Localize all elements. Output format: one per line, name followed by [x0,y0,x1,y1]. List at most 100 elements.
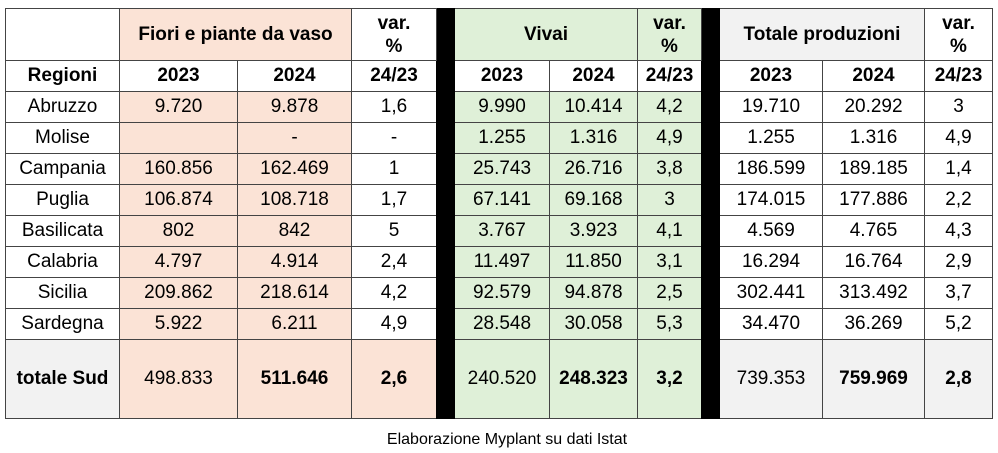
fiori-var-cell: - [351,122,437,154]
fiori-2024-cell: 6.211 [237,308,352,340]
totale-2024-cell: 189.185 [822,153,925,185]
totale-var-cell: 3,7 [924,277,993,309]
table-row: Calabria 4.797 4.914 2,4 11.497 11.850 3… [5,246,993,278]
totale-var-cell: 1,4 [924,153,993,185]
table-row: Puglia 106.874 108.718 1,7 67.141 69.168… [5,184,993,216]
table-row: Sicilia 209.862 218.614 4,2 92.579 94.87… [5,277,993,309]
totale-2024-cell: 36.269 [822,308,925,340]
year-2023-header: 2023 [454,60,550,92]
vivai-var-cell: 4,9 [637,122,702,154]
header-blank-cell [5,8,120,61]
vivai-2024-cell: 10.414 [549,91,638,123]
group-header-vivai: Vivai [454,8,638,61]
vivai-var-total-cell: 3,2 [637,339,702,419]
production-table: Fiori e piante da vaso var.% Vivai var.%… [5,8,993,419]
var-period-header: 24/23 [351,60,437,92]
totale-2023-cell: 16.294 [719,246,823,278]
region-cell: Abruzzo [5,91,120,123]
year-header-row: Regioni 2023 2024 24/23 2023 2024 24/23 … [5,60,993,92]
fiori-2023-total-cell: 498.833 [119,339,238,419]
table-body: Fiori e piante da vaso var.% Vivai var.%… [5,8,993,419]
totale-2023-cell: 34.470 [719,308,823,340]
totale-2024-cell: 16.764 [822,246,925,278]
total-row: totale Sud 498.833 511.646 2,6 240.520 2… [5,339,993,419]
fiori-2024-total-cell: 511.646 [237,339,352,419]
table-row: Sardegna 5.922 6.211 4,9 28.548 30.058 5… [5,308,993,340]
fiori-var-cell: 5 [351,215,437,247]
fiori-var-cell: 4,2 [351,277,437,309]
table-row: Campania 160.856 162.469 1 25.743 26.716… [5,153,993,185]
vivai-2023-cell: 11.497 [454,246,550,278]
vivai-2023-cell: 3.767 [454,215,550,247]
source-caption: Elaborazione Myplant su dati Istat [386,431,628,448]
fiori-2023-cell: 5.922 [119,308,238,340]
vivai-2024-cell: 3.923 [549,215,638,247]
var-label: var. [653,12,686,34]
vivai-var-cell: 3 [637,184,702,216]
fiori-2023-cell: 9.720 [119,91,238,123]
fiori-2024-cell: 842 [237,215,352,247]
vivai-2024-cell: 1.316 [549,122,638,154]
vivai-var-cell: 3,1 [637,246,702,278]
year-2023-header: 2023 [119,60,238,92]
totale-var-cell: 4,9 [924,122,993,154]
vivai-2024-cell: 26.716 [549,153,638,185]
var-header-vivai: var.% [637,8,702,61]
year-2023-header: 2023 [719,60,823,92]
totale-var-cell: 4,3 [924,215,993,247]
var-period-header: 24/23 [637,60,702,92]
vivai-var-cell: 2,5 [637,277,702,309]
vivai-2023-cell: 1.255 [454,122,550,154]
fiori-2023-cell: 106.874 [119,184,238,216]
fiori-var-cell: 1,7 [351,184,437,216]
fiori-2024-cell: 4.914 [237,246,352,278]
year-2024-header: 2024 [822,60,925,92]
region-cell: Sicilia [5,277,120,309]
vivai-var-cell: 3,8 [637,153,702,185]
totale-2023-cell: 302.441 [719,277,823,309]
vivai-2023-cell: 9.990 [454,91,550,123]
vivai-var-cell: 4,1 [637,215,702,247]
group-header-row: Fiori e piante da vaso var.% Vivai var.%… [5,8,993,419]
totale-2024-cell: 20.292 [822,91,925,123]
vivai-2023-cell: 92.579 [454,277,550,309]
group-header-totale: Totale produzioni [719,8,925,61]
fiori-var-total-cell: 2,6 [351,339,437,419]
vivai-var-cell: 5,3 [637,308,702,340]
totale-var-cell: 5,2 [924,308,993,340]
regioni-header: Regioni [5,60,120,92]
totale-2024-cell: 1.316 [822,122,925,154]
fiori-2023-cell: 802 [119,215,238,247]
vivai-var-cell: 4,2 [637,91,702,123]
fiori-var-cell: 1,6 [351,91,437,123]
region-cell: Sardegna [5,308,120,340]
fiori-2024-cell: 108.718 [237,184,352,216]
fiori-2024-cell: 218.614 [237,277,352,309]
region-cell: Molise [5,122,120,154]
vivai-2023-cell: 67.141 [454,184,550,216]
totale-var-cell: 3 [924,91,993,123]
total-label-cell: totale Sud [5,339,120,419]
totale-2024-cell: 313.492 [822,277,925,309]
region-cell: Calabria [5,246,120,278]
vivai-2023-cell: 25.743 [454,153,550,185]
fiori-2023-cell: 4.797 [119,246,238,278]
totale-2023-cell: 174.015 [719,184,823,216]
fiori-2023-cell: 160.856 [119,153,238,185]
separator-column [701,8,720,419]
year-2024-header: 2024 [549,60,638,92]
fiori-2024-cell: 9.878 [237,91,352,123]
vivai-2024-cell: 11.850 [549,246,638,278]
totale-2023-cell: 4.569 [719,215,823,247]
totale-2024-total-cell: 759.969 [822,339,925,419]
region-cell: Campania [5,153,120,185]
fiori-var-cell: 1 [351,153,437,185]
table-row: Abruzzo 9.720 9.878 1,6 9.990 10.414 4,2… [5,91,993,123]
table-row: Molise - - 1.255 1.316 4,9 1.255 1.316 4… [5,122,993,154]
year-2024-header: 2024 [237,60,352,92]
vivai-2024-total-cell: 248.323 [549,339,638,419]
totale-2023-cell: 186.599 [719,153,823,185]
var-label: var. [942,12,975,34]
fiori-2024-cell: 162.469 [237,153,352,185]
totale-var-cell: 2,2 [924,184,993,216]
